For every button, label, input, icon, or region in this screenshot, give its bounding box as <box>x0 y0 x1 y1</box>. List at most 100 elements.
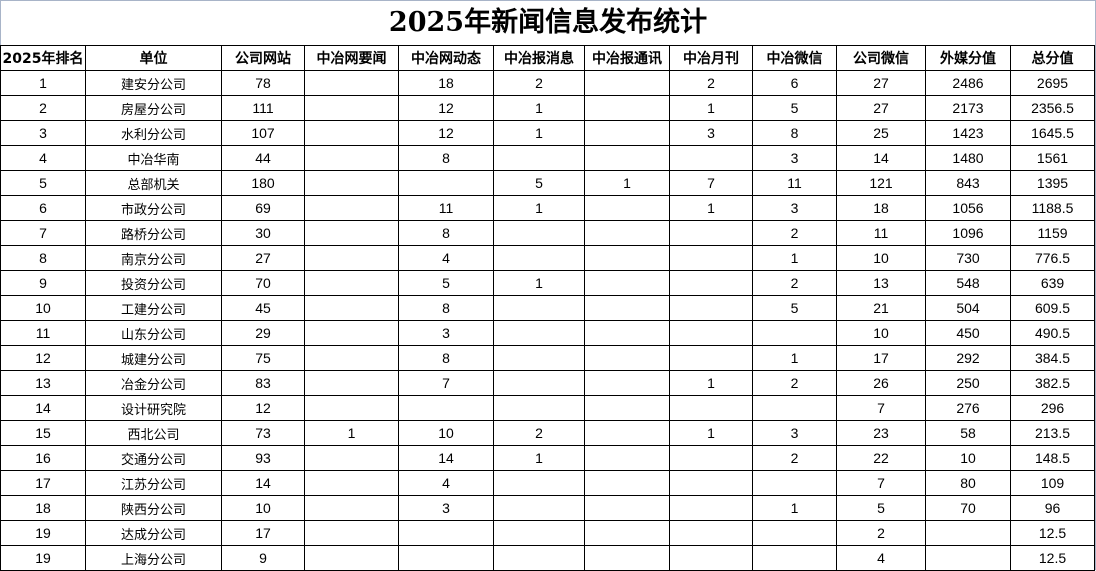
cell-mcc-headlines[interactable] <box>304 295 399 321</box>
cell-mcc-monthly[interactable] <box>669 520 753 546</box>
cell-unit[interactable]: 中冶华南 <box>85 145 222 171</box>
cell-external-media-score[interactable]: 730 <box>925 245 1011 271</box>
cell-mcc-monthly[interactable] <box>669 395 753 421</box>
cell-mcc-paper-brief[interactable] <box>493 245 585 271</box>
cell-mcc-news[interactable]: 4 <box>398 245 494 271</box>
cell-mcc-paper-brief[interactable] <box>493 395 585 421</box>
cell-rank[interactable]: 9 <box>0 270 86 296</box>
cell-mcc-headlines[interactable]: 1 <box>304 420 399 446</box>
cell-mcc-headlines[interactable] <box>304 270 399 296</box>
cell-mcc-monthly[interactable]: 1 <box>669 370 753 396</box>
cell-mcc-monthly[interactable] <box>669 470 753 496</box>
cell-mcc-news[interactable]: 12 <box>398 120 494 146</box>
cell-rank[interactable]: 3 <box>0 120 86 146</box>
cell-mcc-headlines[interactable] <box>304 145 399 171</box>
cell-mcc-paper-brief[interactable]: 2 <box>493 420 585 446</box>
cell-mcc-headlines[interactable] <box>304 545 399 571</box>
cell-external-media-score[interactable]: 843 <box>925 170 1011 196</box>
cell-unit[interactable]: 市政分公司 <box>85 195 222 221</box>
cell-rank[interactable]: 5 <box>0 170 86 196</box>
cell-company-wechat[interactable]: 14 <box>836 145 926 171</box>
cell-external-media-score[interactable]: 292 <box>925 345 1011 371</box>
cell-company-wechat[interactable]: 13 <box>836 270 926 296</box>
cell-total-score[interactable]: 490.5 <box>1010 320 1095 346</box>
column-header-mcc-paper-report[interactable]: 中冶报通讯 <box>584 45 670 71</box>
cell-mcc-wechat[interactable]: 2 <box>752 270 837 296</box>
cell-company-website[interactable]: 78 <box>221 70 305 96</box>
cell-external-media-score[interactable]: 1423 <box>925 120 1011 146</box>
cell-mcc-monthly[interactable] <box>669 320 753 346</box>
cell-unit[interactable]: 路桥分公司 <box>85 220 222 246</box>
cell-mcc-monthly[interactable] <box>669 545 753 571</box>
cell-mcc-paper-brief[interactable]: 5 <box>493 170 585 196</box>
cell-mcc-paper-brief[interactable] <box>493 495 585 521</box>
cell-mcc-news[interactable]: 3 <box>398 320 494 346</box>
cell-unit[interactable]: 房屋分公司 <box>85 95 222 121</box>
cell-mcc-headlines[interactable] <box>304 195 399 221</box>
cell-mcc-news[interactable]: 18 <box>398 70 494 96</box>
cell-mcc-paper-report[interactable] <box>584 195 670 221</box>
cell-mcc-paper-brief[interactable] <box>493 220 585 246</box>
cell-mcc-monthly[interactable] <box>669 495 753 521</box>
cell-rank[interactable]: 12 <box>0 345 86 371</box>
cell-company-website[interactable]: 12 <box>221 395 305 421</box>
cell-external-media-score[interactable]: 58 <box>925 420 1011 446</box>
column-header-mcc-headlines[interactable]: 中冶网要闻 <box>304 45 399 71</box>
cell-company-wechat[interactable]: 17 <box>836 345 926 371</box>
cell-company-wechat[interactable]: 10 <box>836 245 926 271</box>
cell-mcc-paper-report[interactable] <box>584 370 670 396</box>
cell-company-wechat[interactable]: 5 <box>836 495 926 521</box>
cell-mcc-wechat[interactable]: 3 <box>752 420 837 446</box>
column-header-total-score[interactable]: 总分值 <box>1010 45 1095 71</box>
cell-mcc-wechat[interactable] <box>752 520 837 546</box>
cell-company-website[interactable]: 70 <box>221 270 305 296</box>
cell-mcc-headlines[interactable] <box>304 120 399 146</box>
cell-total-score[interactable]: 2695 <box>1010 70 1095 96</box>
cell-company-website[interactable]: 27 <box>221 245 305 271</box>
cell-mcc-headlines[interactable] <box>304 170 399 196</box>
cell-mcc-monthly[interactable]: 7 <box>669 170 753 196</box>
column-header-company-website[interactable]: 公司网站 <box>221 45 305 71</box>
cell-total-score[interactable]: 2356.5 <box>1010 95 1095 121</box>
cell-unit[interactable]: 建安分公司 <box>85 70 222 96</box>
cell-mcc-monthly[interactable]: 1 <box>669 95 753 121</box>
cell-mcc-wechat[interactable]: 11 <box>752 170 837 196</box>
cell-mcc-monthly[interactable] <box>669 295 753 321</box>
column-header-mcc-monthly[interactable]: 中冶月刊 <box>669 45 753 71</box>
cell-mcc-paper-report[interactable] <box>584 470 670 496</box>
cell-mcc-wechat[interactable]: 8 <box>752 120 837 146</box>
cell-mcc-paper-brief[interactable] <box>493 295 585 321</box>
cell-mcc-news[interactable]: 8 <box>398 220 494 246</box>
cell-rank[interactable]: 19 <box>0 520 86 546</box>
cell-rank[interactable]: 14 <box>0 395 86 421</box>
cell-mcc-headlines[interactable] <box>304 495 399 521</box>
cell-unit[interactable]: 交通分公司 <box>85 445 222 471</box>
cell-mcc-paper-brief[interactable] <box>493 470 585 496</box>
column-header-unit[interactable]: 单位 <box>85 45 222 71</box>
cell-mcc-monthly[interactable] <box>669 270 753 296</box>
cell-external-media-score[interactable]: 2486 <box>925 70 1011 96</box>
cell-external-media-score[interactable]: 1056 <box>925 195 1011 221</box>
cell-mcc-news[interactable]: 14 <box>398 445 494 471</box>
cell-company-wechat[interactable]: 4 <box>836 545 926 571</box>
cell-unit[interactable]: 山东分公司 <box>85 320 222 346</box>
cell-mcc-wechat[interactable] <box>752 545 837 571</box>
cell-company-wechat[interactable]: 10 <box>836 320 926 346</box>
cell-mcc-news[interactable]: 5 <box>398 270 494 296</box>
cell-mcc-monthly[interactable] <box>669 445 753 471</box>
cell-mcc-wechat[interactable]: 2 <box>752 445 837 471</box>
cell-mcc-news[interactable]: 11 <box>398 195 494 221</box>
cell-mcc-paper-brief[interactable]: 1 <box>493 270 585 296</box>
cell-mcc-monthly[interactable] <box>669 220 753 246</box>
cell-mcc-news[interactable]: 8 <box>398 345 494 371</box>
cell-mcc-news[interactable]: 10 <box>398 420 494 446</box>
cell-mcc-wechat[interactable]: 2 <box>752 220 837 246</box>
cell-external-media-score[interactable]: 250 <box>925 370 1011 396</box>
cell-mcc-news[interactable] <box>398 395 494 421</box>
cell-company-website[interactable]: 30 <box>221 220 305 246</box>
cell-unit[interactable]: 南京分公司 <box>85 245 222 271</box>
cell-mcc-paper-report[interactable] <box>584 95 670 121</box>
column-header-mcc-paper-brief[interactable]: 中冶报消息 <box>493 45 585 71</box>
cell-total-score[interactable]: 1561 <box>1010 145 1095 171</box>
cell-mcc-news[interactable] <box>398 545 494 571</box>
